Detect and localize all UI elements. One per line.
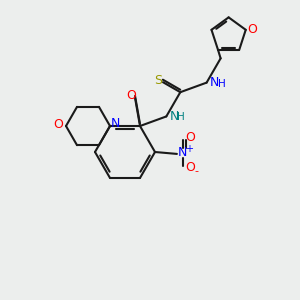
Text: +: + bbox=[185, 144, 193, 154]
Text: H: H bbox=[177, 112, 185, 122]
Text: H: H bbox=[218, 79, 226, 88]
Text: O: O bbox=[53, 118, 63, 130]
Text: O: O bbox=[126, 89, 136, 102]
Text: S: S bbox=[154, 74, 162, 87]
Text: O: O bbox=[247, 23, 257, 36]
Text: -: - bbox=[195, 166, 199, 176]
Text: N: N bbox=[110, 116, 120, 130]
Text: N: N bbox=[178, 146, 188, 159]
Text: N: N bbox=[210, 76, 219, 89]
Text: N: N bbox=[169, 110, 179, 123]
Text: O: O bbox=[185, 161, 195, 174]
Text: O: O bbox=[185, 131, 195, 144]
